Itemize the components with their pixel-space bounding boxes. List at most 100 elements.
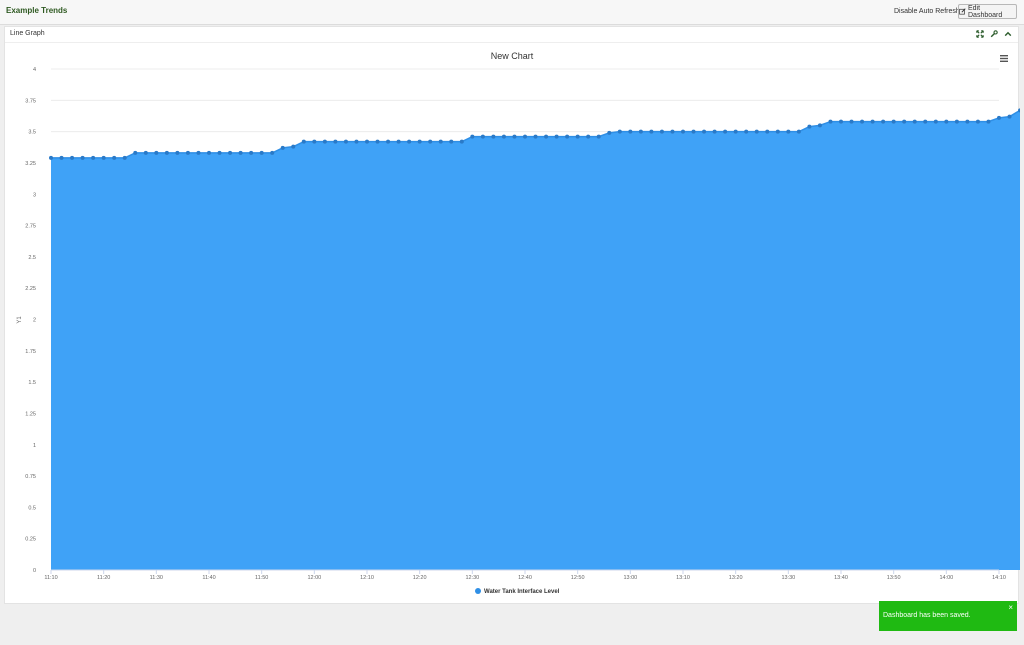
data-point bbox=[765, 129, 770, 134]
data-point bbox=[164, 150, 169, 155]
data-point bbox=[322, 139, 327, 144]
disable-auto-refresh-link[interactable]: Disable Auto Refresh bbox=[894, 8, 960, 15]
data-point bbox=[333, 139, 338, 144]
x-tick-label: 13:00 bbox=[623, 575, 637, 581]
data-point bbox=[312, 139, 317, 144]
data-point bbox=[438, 139, 443, 144]
data-point bbox=[902, 119, 907, 124]
data-point bbox=[491, 134, 496, 139]
data-point bbox=[112, 155, 117, 160]
data-point bbox=[428, 139, 433, 144]
data-point bbox=[280, 145, 285, 150]
legend-label: Water Tank Interface Level bbox=[484, 589, 560, 595]
y-tick-label: 1.5 bbox=[28, 380, 36, 386]
x-tick-label: 13:10 bbox=[676, 575, 690, 581]
y-tick-label: 4 bbox=[33, 67, 36, 73]
data-point bbox=[933, 119, 938, 124]
x-tick-label: 12:20 bbox=[413, 575, 427, 581]
y-tick-label: 0.75 bbox=[25, 474, 36, 480]
legend-item[interactable]: Water Tank Interface Level bbox=[475, 588, 560, 595]
x-tick-label: 14:10 bbox=[992, 575, 1006, 581]
data-point bbox=[860, 119, 865, 124]
data-point bbox=[607, 130, 612, 135]
data-point bbox=[49, 155, 53, 160]
data-point bbox=[270, 150, 275, 155]
dashboard-title: Example Trends bbox=[6, 6, 68, 15]
data-point bbox=[702, 129, 707, 134]
panel-tools bbox=[975, 29, 1012, 38]
y-tick-label: 2.75 bbox=[25, 224, 36, 230]
data-point bbox=[143, 150, 148, 155]
data-point bbox=[407, 139, 412, 144]
data-point bbox=[807, 124, 812, 129]
chart-menu-icon[interactable] bbox=[1000, 55, 1008, 62]
data-point bbox=[185, 150, 190, 155]
data-point bbox=[375, 139, 380, 144]
chevron-up-icon[interactable] bbox=[1003, 29, 1012, 38]
data-point bbox=[965, 119, 970, 124]
data-point bbox=[617, 129, 622, 134]
line-chart: 0 0.25 0.5 0.75 1 1.25 1.5 1.75 2 2.25 2.5 2.75 3 3.2… bbox=[17, 51, 1020, 595]
data-point bbox=[228, 150, 233, 155]
data-point bbox=[196, 150, 201, 155]
data-point bbox=[575, 134, 580, 139]
data-point bbox=[512, 134, 517, 139]
x-tick-label: 13:20 bbox=[729, 575, 743, 581]
y-tick-label: 1.75 bbox=[25, 349, 36, 355]
expand-icon[interactable] bbox=[975, 29, 984, 38]
x-tick-label: 14:00 bbox=[939, 575, 953, 581]
x-tick-label: 12:30 bbox=[465, 575, 479, 581]
data-point bbox=[386, 139, 391, 144]
data-point bbox=[638, 129, 643, 134]
data-point bbox=[923, 119, 928, 124]
data-point bbox=[259, 150, 264, 155]
data-point bbox=[91, 155, 96, 160]
y-axis-label: Y1 bbox=[17, 316, 23, 324]
data-point bbox=[354, 139, 359, 144]
data-point bbox=[891, 119, 896, 124]
data-point bbox=[596, 134, 601, 139]
x-tick-label: 12:40 bbox=[518, 575, 532, 581]
y-tick-label: 0 bbox=[33, 568, 36, 574]
data-point bbox=[523, 134, 527, 139]
top-bar: Example Trends Disable Auto Refresh Edit… bbox=[0, 0, 1024, 25]
data-point bbox=[122, 155, 127, 160]
data-point bbox=[912, 119, 917, 124]
y-tick-label: 2.25 bbox=[25, 286, 36, 292]
data-point bbox=[775, 129, 780, 134]
data-point bbox=[470, 134, 475, 139]
data-point bbox=[207, 150, 211, 155]
data-point bbox=[544, 134, 549, 139]
data-point bbox=[301, 139, 306, 144]
legend-marker bbox=[475, 588, 481, 594]
data-point bbox=[586, 134, 591, 139]
data-point bbox=[249, 150, 254, 155]
data-point bbox=[343, 139, 348, 144]
chart-title: New Chart bbox=[491, 51, 534, 61]
data-point bbox=[238, 150, 243, 155]
x-tick-label: 11:50 bbox=[255, 575, 268, 581]
save-notification: Dashboard has been saved. × bbox=[879, 601, 1017, 631]
data-point bbox=[870, 119, 875, 124]
data-point bbox=[881, 119, 886, 124]
data-point bbox=[975, 119, 980, 124]
x-tick-label: 11:10 bbox=[44, 575, 57, 581]
data-point bbox=[723, 129, 728, 134]
notification-message: Dashboard has been saved. bbox=[883, 612, 971, 619]
wrench-icon[interactable] bbox=[989, 29, 998, 38]
data-point bbox=[986, 119, 991, 124]
data-point bbox=[828, 119, 833, 124]
close-icon[interactable]: × bbox=[1008, 603, 1013, 612]
data-point bbox=[691, 129, 696, 134]
data-point bbox=[817, 123, 822, 128]
x-tick-label: 12:00 bbox=[307, 575, 321, 581]
data-point bbox=[533, 134, 538, 139]
data-point bbox=[786, 129, 791, 134]
data-point bbox=[997, 115, 1001, 120]
data-point bbox=[501, 134, 506, 139]
data-point bbox=[849, 119, 854, 124]
data-point bbox=[649, 129, 654, 134]
edit-dashboard-button[interactable]: Edit Dashboard bbox=[958, 4, 1017, 19]
panel-header: Line Graph bbox=[5, 27, 1018, 43]
data-point bbox=[954, 119, 959, 124]
